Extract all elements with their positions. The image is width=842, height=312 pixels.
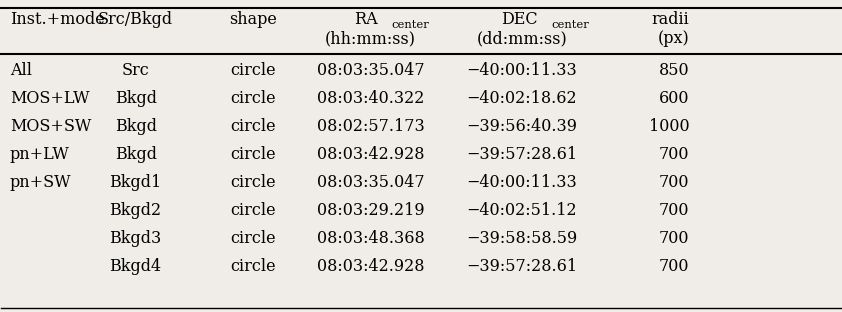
Text: 700: 700 [659,174,690,191]
Text: circle: circle [231,118,276,135]
Text: 08:02:57.173: 08:02:57.173 [317,118,424,135]
Text: 08:03:29.219: 08:03:29.219 [317,202,424,219]
Text: center: center [392,20,429,30]
Text: radii: radii [652,11,690,27]
Text: Bkgd: Bkgd [115,118,157,135]
Text: (px): (px) [658,30,690,47]
Text: −40:02:18.62: −40:02:18.62 [466,90,577,107]
Text: −39:56:40.39: −39:56:40.39 [466,118,578,135]
Text: MOS+SW: MOS+SW [10,118,91,135]
Text: 1000: 1000 [649,118,690,135]
Text: Bkgd: Bkgd [115,90,157,107]
Text: −39:57:28.61: −39:57:28.61 [466,258,578,275]
Text: DEC: DEC [501,11,537,27]
Text: 08:03:35.047: 08:03:35.047 [317,62,424,79]
Text: Src: Src [122,62,150,79]
Text: 700: 700 [659,258,690,275]
Text: Bkgd4: Bkgd4 [109,258,162,275]
Text: (hh:mm:ss): (hh:mm:ss) [325,30,416,47]
Text: circle: circle [231,202,276,219]
Text: MOS+LW: MOS+LW [10,90,89,107]
Text: center: center [551,20,589,30]
Text: shape: shape [229,11,277,27]
Text: circle: circle [231,62,276,79]
Text: −40:00:11.33: −40:00:11.33 [466,62,577,79]
Text: Bkgd2: Bkgd2 [109,202,162,219]
Text: 08:03:48.368: 08:03:48.368 [317,230,424,247]
Text: Bkgd: Bkgd [115,146,157,163]
Text: 700: 700 [659,146,690,163]
Text: pn+LW: pn+LW [10,146,70,163]
Text: −39:57:28.61: −39:57:28.61 [466,146,578,163]
Text: Bkgd1: Bkgd1 [109,174,162,191]
Text: 700: 700 [659,202,690,219]
Text: (dd:mm:ss): (dd:mm:ss) [477,30,567,47]
Text: 700: 700 [659,230,690,247]
Text: 08:03:42.928: 08:03:42.928 [317,146,424,163]
Text: −40:02:51.12: −40:02:51.12 [466,202,577,219]
Text: circle: circle [231,258,276,275]
Text: circle: circle [231,174,276,191]
Text: Src/Bkgd: Src/Bkgd [99,11,173,27]
Text: RA: RA [354,11,377,27]
Text: circle: circle [231,90,276,107]
Text: −40:00:11.33: −40:00:11.33 [466,174,577,191]
Text: 08:03:35.047: 08:03:35.047 [317,174,424,191]
Text: 08:03:42.928: 08:03:42.928 [317,258,424,275]
Text: Bkgd3: Bkgd3 [109,230,162,247]
Text: pn+SW: pn+SW [10,174,72,191]
Text: All: All [10,62,32,79]
Text: circle: circle [231,230,276,247]
Text: 850: 850 [659,62,690,79]
Text: −39:58:58.59: −39:58:58.59 [466,230,578,247]
Text: 08:03:40.322: 08:03:40.322 [317,90,424,107]
Text: 600: 600 [659,90,690,107]
Text: Inst.+mode: Inst.+mode [10,11,104,27]
Text: circle: circle [231,146,276,163]
